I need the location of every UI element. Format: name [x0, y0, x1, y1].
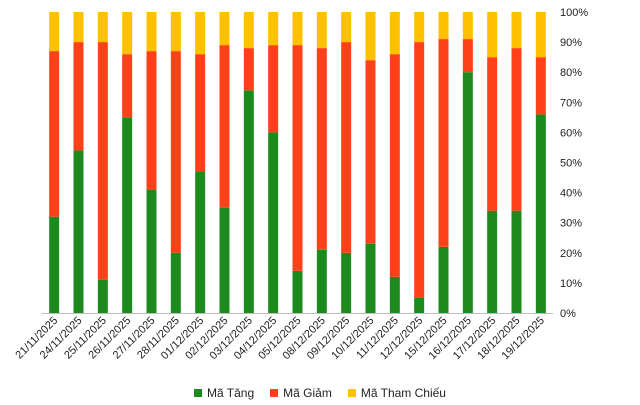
bar-segment-giam — [268, 45, 279, 133]
bar-segment-giam — [146, 51, 157, 190]
bar-segment-tham-chieu — [341, 12, 352, 43]
bar-segment-tang — [389, 276, 400, 313]
y-tick-label: 30% — [560, 218, 582, 230]
bar-segment-tham-chieu — [146, 12, 157, 52]
bar-segment-giam — [365, 60, 376, 244]
bar-segment-tham-chieu — [243, 12, 254, 49]
bar-segment-tang — [438, 246, 449, 313]
bar-segment-tham-chieu — [462, 12, 473, 40]
bar-segment-tham-chieu — [511, 12, 522, 49]
bar-segment-giam — [414, 42, 425, 298]
y-tick-label: 10% — [560, 278, 582, 290]
legend-swatch-ma-giam — [270, 389, 279, 397]
bar-segment-giam — [462, 39, 473, 73]
bar-segment-tham-chieu — [268, 12, 279, 46]
legend-swatch-ma-tang — [194, 389, 202, 397]
legend-label-ma-tham-chieu: Mã Tham Chiếu — [360, 386, 446, 400]
bar-segment-tham-chieu — [49, 12, 60, 52]
y-tick-label: 100% — [560, 7, 588, 19]
bar-segment-tang — [195, 171, 206, 313]
bar-segment-tham-chieu — [122, 12, 133, 55]
bar-segment-tang — [292, 270, 303, 313]
y-tick-label: 40% — [560, 188, 582, 200]
bar-segment-tham-chieu — [316, 12, 327, 49]
bar-segment-giam — [195, 54, 206, 172]
y-tick-label: 60% — [560, 127, 582, 139]
bar-segment-giam — [438, 39, 449, 247]
bar-segment-tang — [414, 297, 425, 313]
bar-segment-giam — [487, 57, 498, 211]
y-tick-label: 20% — [560, 248, 582, 260]
y-axis: 0% 10% 20% 30% 40% 50% 60% 70% 80% 90% 100% — [560, 7, 588, 320]
bar-segment-tang — [170, 252, 181, 313]
legend-item-ma-tham-chieu: Mã Tham Chiếu — [347, 386, 446, 400]
bar-segment-tang — [487, 210, 498, 313]
bar-segment-tang — [219, 207, 230, 313]
bar-segment-tham-chieu — [195, 12, 206, 55]
bar-segment-tang — [73, 150, 84, 313]
legend-item-ma-tang: Mã Tăng — [194, 386, 254, 400]
bar-segment-giam — [122, 54, 133, 118]
bar-segment-tang — [49, 216, 60, 313]
bar-segment-tang — [535, 114, 546, 313]
bar-segment-tham-chieu — [535, 12, 546, 58]
bar-segment-tham-chieu — [414, 12, 425, 43]
y-tick-label: 0% — [560, 308, 576, 320]
x-axis-labels: 21/11/202524/11/202525/11/202526/11/2025… — [13, 315, 547, 362]
y-tick-label: 90% — [560, 37, 582, 49]
bar-segment-giam — [97, 42, 108, 280]
y-tick-label: 50% — [560, 158, 582, 170]
bar-segment-tang — [97, 279, 108, 313]
bar-segment-giam — [316, 48, 327, 250]
bar-segment-giam — [389, 54, 400, 277]
legend: Mã Tăng Mã Giảm Mã Tham Chiếu — [0, 386, 640, 400]
bar-segment-giam — [219, 45, 230, 208]
bar-segment-tang — [341, 252, 352, 313]
bar-segment-tham-chieu — [438, 12, 449, 40]
bar-segment-giam — [535, 57, 546, 115]
bar-segment-giam — [511, 48, 522, 211]
stacked-bar-chart: 0% 10% 20% 30% 40% 50% 60% 70% 80% 90% 100% 21/11/… — [13, 7, 588, 362]
bar-segment-tang — [122, 117, 133, 313]
bar-segment-tang — [146, 189, 157, 313]
bar-segment-tang — [268, 132, 279, 313]
bar-segment-tham-chieu — [219, 12, 230, 46]
legend-item-ma-giam: Mã Giảm — [270, 386, 332, 400]
bar-segment-tang — [316, 249, 327, 313]
bar-segment-giam — [170, 51, 181, 253]
legend-label-ma-tang: Mã Tăng — [207, 386, 255, 400]
bar-segment-giam — [49, 51, 60, 217]
legend-swatch-ma-tham-chieu — [347, 389, 356, 397]
bar-segment-giam — [73, 42, 84, 151]
bar-segment-tang — [462, 72, 473, 313]
bar-segment-tham-chieu — [292, 12, 303, 46]
bar-segment-tham-chieu — [170, 12, 181, 52]
bar-segment-tang — [243, 90, 254, 313]
bars — [49, 12, 546, 313]
bar-segment-tham-chieu — [389, 12, 400, 55]
bar-segment-tang — [511, 210, 522, 313]
legend-label-ma-giam: Mã Giảm — [283, 386, 332, 400]
y-tick-label: 70% — [560, 97, 582, 109]
bar-segment-tham-chieu — [97, 12, 108, 43]
bar-segment-tham-chieu — [365, 12, 376, 61]
bar-segment-giam — [341, 42, 352, 253]
bar-segment-giam — [243, 48, 254, 91]
bar-segment-tham-chieu — [487, 12, 498, 58]
bar-segment-giam — [292, 45, 303, 271]
y-tick-label: 80% — [560, 67, 582, 79]
bar-segment-tham-chieu — [73, 12, 84, 43]
bar-segment-tang — [365, 243, 376, 313]
